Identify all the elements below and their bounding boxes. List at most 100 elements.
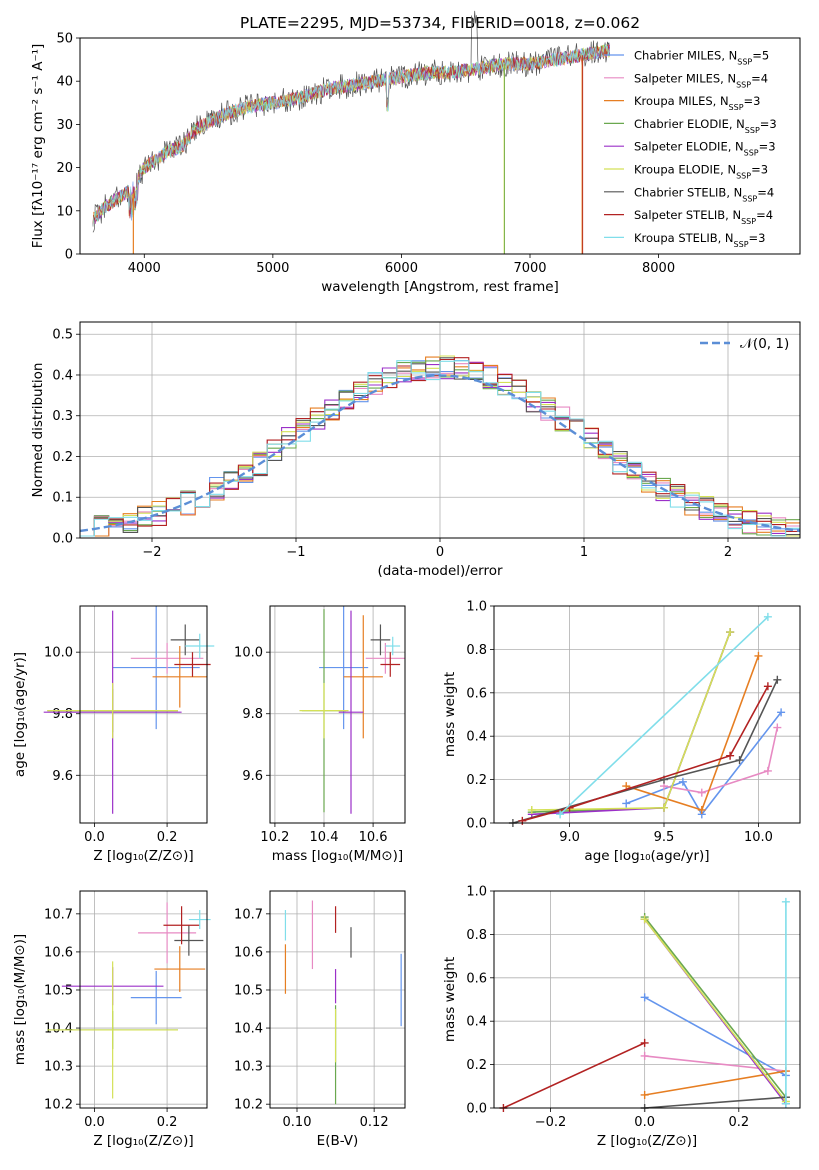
y-tick-label: 0.0 (466, 1102, 487, 1117)
legend-entry: Chabrier MILES, NSSP=5 (634, 49, 769, 67)
weight-point-marker (640, 993, 649, 1002)
y-tick-label: 0.4 (52, 368, 73, 383)
x-tick-label: 9.0 (559, 830, 580, 845)
x-tick-label: −1 (286, 545, 305, 560)
weight-series-line (512, 679, 779, 824)
x-tick-label: 0 (436, 545, 444, 560)
weight-series-line (531, 631, 731, 813)
weight-series-line (663, 727, 779, 794)
spectrum-series-line (92, 10, 611, 233)
x-tick-label: 6000 (385, 261, 418, 276)
y-tick-label: 10.0 (234, 646, 263, 661)
y-tick-label: 30 (56, 118, 73, 133)
weight-point-marker (763, 766, 772, 775)
x-axis-label: age [log₁₀(age/yr)] (584, 848, 709, 864)
y-tick-label: 0.8 (466, 928, 487, 943)
y-tick-label: 0.6 (466, 971, 487, 986)
y-tick-label: 9.6 (242, 769, 263, 784)
weight-series-line (643, 916, 787, 1098)
weight-series-line (522, 685, 769, 822)
figure-panels: 4000 5000 6000 7000 800001020304050wavelengt… (12, 10, 801, 1149)
x-tick-label: 9.5 (654, 830, 675, 845)
x-tick-label: 2 (724, 545, 732, 560)
x-tick-label: 0.2 (728, 1115, 749, 1130)
weight-point-marker (556, 810, 565, 819)
x-tick-label: 0.2 (157, 830, 178, 845)
weight-point-marker (640, 1051, 649, 1060)
y-tick-label: 0 (65, 248, 73, 263)
y-tick-label: 0.3 (52, 409, 73, 424)
y-axis-label: Flux [fλ10⁻¹⁷ erg cm⁻² s⁻¹ A⁻¹] (30, 44, 46, 249)
figure-title: PLATE=2295, MJD=53734, FIBERID=0018, z=0… (240, 14, 640, 32)
panel-age-vs-mass: 10.2 10.4 10.6 9.6 9.8 10.0 mass [log₁₀(M/M⊙)] (234, 605, 406, 864)
x-tick-label: 0.2 (157, 1115, 178, 1130)
panel-residuals: −2 −1 0 1 2 0.0 0.1 0.2 0.3 0.4 0.5 (data-model)/er… (30, 321, 801, 579)
legend-entry: Chabrier ELODIE, NSSP=3 (634, 117, 777, 134)
axes-frame (79, 37, 801, 255)
y-axis-label: age [log₁₀(age/yr)] (12, 652, 28, 777)
weight-series-line (644, 1096, 786, 1109)
y-axis-label: Normed distribution (30, 363, 46, 498)
y-tick-label: 0.8 (466, 643, 487, 658)
y-tick-label: 20 (56, 161, 73, 176)
weight-series-line (644, 1070, 787, 1096)
y-tick-label: 9.8 (242, 707, 263, 722)
y-tick-label: 10.5 (234, 983, 263, 998)
legend-entry: Salpeter STELIB, NSSP=4 (634, 208, 773, 226)
x-axis-label: Z [log₁₀(Z/Z⊙)] (93, 1133, 193, 1149)
y-tick-label: 0.5 (52, 328, 73, 343)
x-tick-label: −2 (142, 545, 161, 560)
y-tick-label: 0.6 (466, 686, 487, 701)
x-tick-label: 0.10 (283, 1115, 312, 1130)
y-tick-label: 10.6 (234, 945, 263, 960)
y-tick-label: 1.0 (466, 885, 487, 900)
x-axis-label: wavelength [Angstrom, rest frame] (321, 279, 559, 295)
weight-point-marker (763, 682, 772, 691)
weight-point-marker (781, 1099, 790, 1108)
x-tick-label: 10.0 (744, 830, 773, 845)
y-axis-label: mass [log₁₀(M/M⊙)] (12, 934, 28, 1065)
normal-curve (79, 374, 801, 533)
x-tick-label: 7000 (513, 261, 546, 276)
weight-series-line (531, 631, 731, 811)
y-tick-label: 9.8 (52, 707, 73, 722)
y-tick-label: 0.2 (466, 773, 487, 788)
y-tick-label: 10.7 (44, 907, 73, 922)
y-tick-label: 0.1 (52, 491, 73, 506)
weight-point-marker (726, 628, 735, 637)
legend-entry: Kroupa ELODIE, NSSP=3 (634, 163, 768, 181)
spectrum-series-line (92, 44, 611, 227)
x-tick-label: 1 (580, 545, 588, 560)
spectrum-series-line (92, 44, 611, 227)
y-tick-label: 0.2 (52, 450, 73, 465)
weight-point-marker (763, 612, 772, 621)
y-tick-label: 50 (56, 32, 73, 47)
panel-mass-vs-Z: 0.0 0.2 10.2 10.3 10.4 10.5 10.6 10.7 Z [log₁₀(Z… (12, 890, 211, 1149)
x-tick-label: 5000 (256, 261, 289, 276)
weight-point-marker (660, 803, 668, 812)
legend-entry: 𝒩(0, 1) (740, 336, 789, 352)
weight-point-marker (773, 675, 782, 684)
y-tick-label: 10.2 (234, 1098, 263, 1113)
x-tick-label: 0.0 (84, 830, 105, 845)
y-tick-label: 10 (56, 204, 73, 219)
weight-point-marker (697, 788, 706, 797)
x-axis-label: E(B-V) (317, 1133, 359, 1149)
y-tick-label: 0.4 (466, 1015, 487, 1030)
legend-entry: Kroupa STELIB, NSSP=3 (634, 231, 765, 249)
x-axis-label: mass [log₁₀(M/M⊙)] (272, 848, 403, 864)
x-axis-label: Z [log₁₀(Z/Z⊙)] (93, 848, 193, 864)
y-tick-label: 10.5 (44, 983, 73, 998)
weight-point-marker (777, 708, 786, 717)
legend-entry: Chabrier STELIB, NSSP=4 (634, 185, 774, 203)
y-tick-label: 9.6 (52, 769, 73, 784)
y-tick-label: 10.6 (44, 945, 73, 960)
y-axis-label: mass weight (442, 957, 458, 1042)
y-tick-label: 10.7 (234, 907, 263, 922)
legend-entry: Salpeter ELODIE, NSSP=3 (634, 140, 776, 158)
x-tick-label: 10.2 (260, 830, 289, 845)
weight-series-line (644, 996, 787, 1077)
weight-series-line (559, 616, 769, 815)
weight-point-marker (754, 651, 763, 660)
